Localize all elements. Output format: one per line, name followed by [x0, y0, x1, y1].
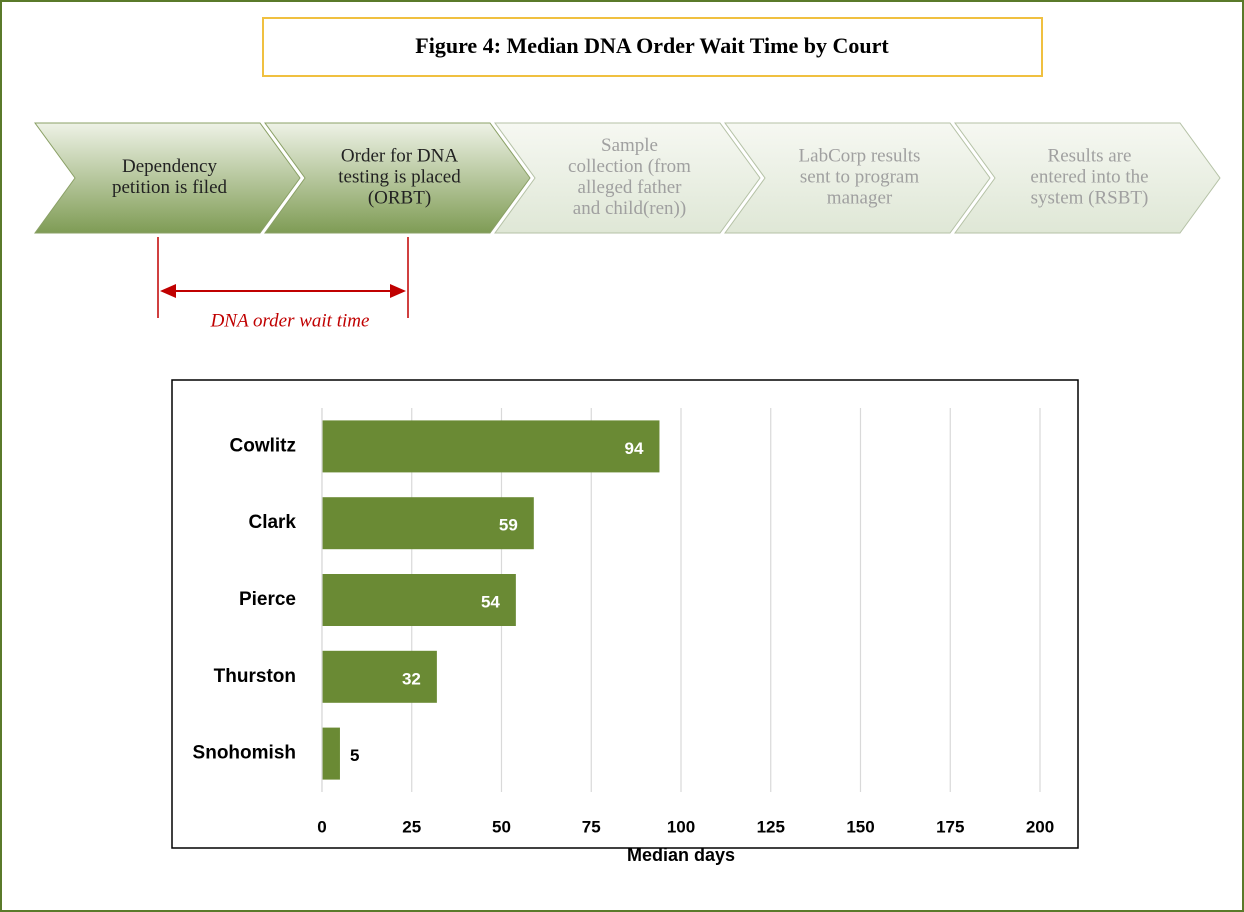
title: Figure 4: Median DNA Order Wait Time by …: [415, 33, 889, 58]
bar: [322, 497, 534, 550]
value-label: 5: [350, 746, 359, 765]
step-label: Sample: [601, 135, 658, 156]
x-tick-label: 100: [667, 817, 695, 836]
x-tick-label: 175: [936, 817, 964, 836]
chevron: [724, 122, 991, 234]
step-label: entered into the: [1030, 166, 1148, 187]
step-label: alleged father: [578, 177, 683, 198]
y-tick-label: Clark: [248, 512, 296, 533]
chevron: [264, 122, 531, 234]
annotation: DNA order wait time: [210, 310, 370, 331]
y-tick-label: Cowlitz: [230, 435, 297, 456]
y-tick-label: Pierce: [239, 589, 296, 610]
step-label: Results are: [1048, 145, 1132, 166]
value-label: 94: [625, 439, 644, 458]
step-label: manager: [827, 187, 893, 208]
chevron: [494, 122, 761, 234]
step-label: Dependency: [122, 156, 217, 177]
title-box: [262, 17, 1043, 77]
step-label: testing is placed: [338, 166, 461, 187]
x-tick-label: 25: [402, 817, 421, 836]
step-label: system (RSBT): [1031, 187, 1149, 208]
step-label: sent to program: [800, 166, 919, 187]
step-label: (ORBT): [368, 187, 431, 208]
value-label: 59: [499, 516, 518, 535]
x-tick-label: 200: [1026, 817, 1054, 836]
x-tick-label: 75: [582, 817, 601, 836]
x-tick-label: 50: [492, 817, 511, 836]
value-label: 54: [481, 592, 500, 611]
chevron: [954, 122, 1221, 234]
x-tick-label: 125: [757, 817, 785, 836]
value-label: 32: [402, 669, 421, 688]
bar: [322, 727, 340, 780]
x-axis-label: Median days: [627, 845, 735, 865]
bar: [322, 650, 437, 703]
bar: [322, 420, 660, 473]
chevron: [34, 122, 301, 234]
bar: [322, 574, 516, 626]
y-tick-label: Snohomish: [193, 743, 296, 764]
x-tick-label: 150: [846, 817, 874, 836]
step-label: collection (from: [568, 156, 691, 177]
x-tick-label: 0: [317, 817, 326, 836]
step-label: and child(ren)): [573, 198, 686, 219]
step-label: Order for DNA: [341, 145, 458, 166]
step-label: petition is filed: [112, 177, 228, 198]
y-tick-label: Thurston: [214, 666, 296, 687]
step-label: LabCorp results: [799, 145, 921, 166]
